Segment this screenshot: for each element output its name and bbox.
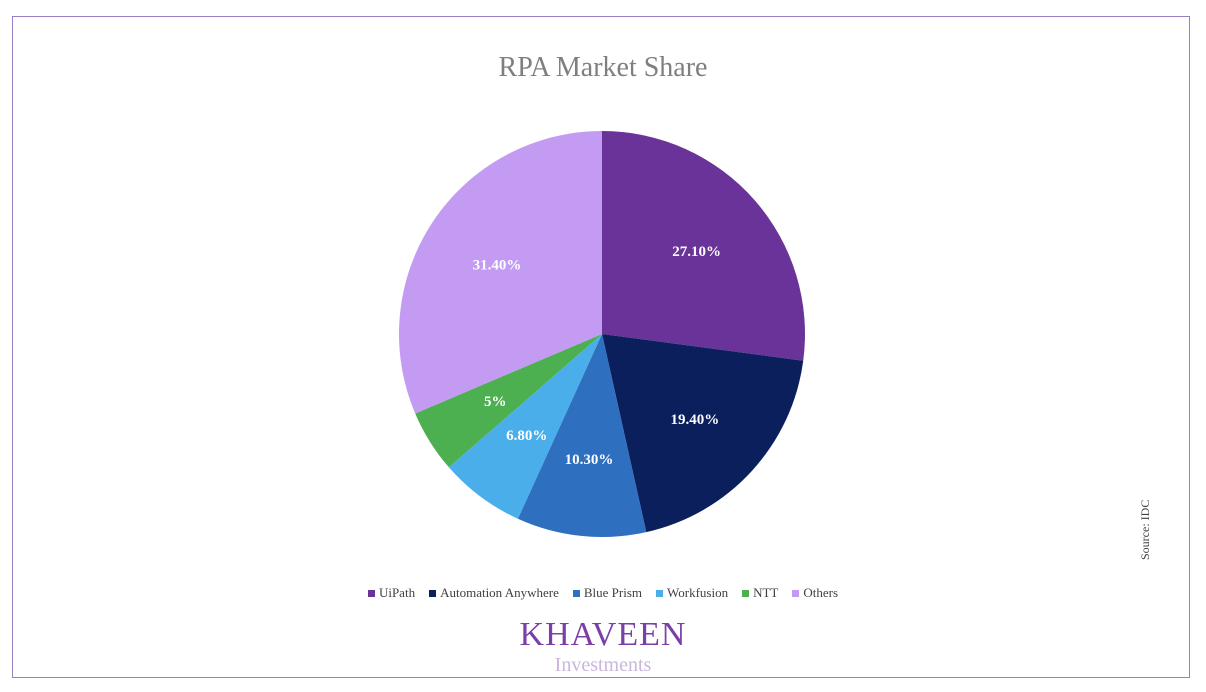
legend-item-automation-anywhere: Automation Anywhere bbox=[429, 585, 559, 601]
data-label-others: 31.40% bbox=[473, 258, 522, 274]
pie-slice-others bbox=[398, 131, 602, 414]
data-label-workfusion: 6.80% bbox=[506, 428, 547, 444]
pie-slice-automation-anywhere bbox=[602, 334, 804, 533]
legend-swatch bbox=[742, 589, 750, 597]
legend-label: Others bbox=[803, 585, 839, 600]
legend-swatch bbox=[429, 589, 437, 597]
data-label-uipath: 27.10% bbox=[672, 244, 721, 260]
legend-item-uipath: UiPath bbox=[367, 585, 416, 601]
legend-item-blue-prism: Blue Prism bbox=[572, 585, 643, 601]
data-label-ntt: 5% bbox=[484, 394, 507, 410]
chart-legend: UiPath Automation Anywhere Blue Prism Workf… bbox=[0, 585, 1206, 601]
pie-slice-workfusion bbox=[448, 334, 602, 519]
legend-swatch bbox=[572, 589, 580, 597]
pie-slice-uipath bbox=[602, 131, 806, 361]
legend-swatch bbox=[367, 589, 375, 597]
logo-subtitle: Investments bbox=[554, 654, 652, 676]
source-note: Source: IDC bbox=[1138, 499, 1152, 560]
legend-label: UiPath bbox=[378, 585, 416, 600]
legend-swatch bbox=[656, 589, 664, 597]
legend-label: Automation Anywhere bbox=[440, 585, 559, 600]
logo-name: KHAVEEN bbox=[519, 616, 687, 653]
legend-label: NTT bbox=[753, 585, 779, 600]
legend-item-workfusion: Workfusion bbox=[656, 585, 728, 601]
chart-title: RPA Market Share bbox=[498, 52, 708, 83]
legend-item-ntt: NTT bbox=[742, 585, 778, 601]
legend-swatch bbox=[792, 589, 800, 597]
legend-item-others: Others bbox=[792, 585, 838, 601]
legend-label: Blue Prism bbox=[583, 585, 643, 600]
legend-label: Workfusion bbox=[667, 585, 729, 600]
data-label-automation-anywhere: 19.40% bbox=[670, 412, 719, 428]
data-label-blue-prism: 10.30% bbox=[565, 452, 614, 468]
pie-slice-ntt bbox=[415, 334, 602, 468]
pie-slice-blue-prism bbox=[517, 334, 647, 537]
